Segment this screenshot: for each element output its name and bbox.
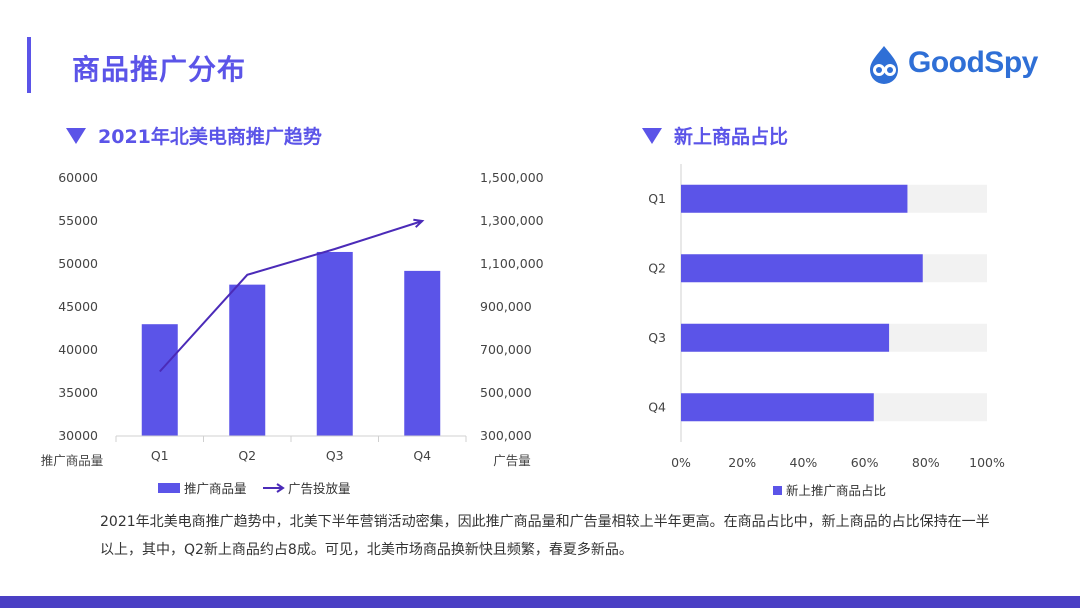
share-chart-title: 新上商品占比 (642, 122, 788, 149)
y-tick-label: Q1 (648, 191, 666, 206)
y-tick-label: 30000 (58, 428, 98, 443)
x-tick-label: Q1 (151, 448, 169, 463)
title-accent-bar (27, 37, 31, 93)
y2-tick-label: 300,000 (480, 428, 532, 443)
bar-q1 (141, 324, 178, 436)
y-tick-label: 40000 (58, 342, 98, 357)
y2-tick-label: 500,000 (480, 385, 532, 400)
y-tick-label: Q4 (648, 399, 666, 414)
legend-line-label: 广告投放量 (288, 481, 351, 496)
goodspy-logo-icon (870, 46, 898, 84)
y-tick-label: 55000 (58, 213, 98, 228)
y-axis-label: 推广商品量 (41, 453, 104, 468)
bottom-bar (0, 596, 1080, 608)
triangle-down-icon (642, 128, 662, 144)
x-tick-label: Q2 (238, 448, 256, 463)
y2-tick-label: 1,500,000 (480, 170, 544, 185)
bar-q3 (316, 251, 353, 436)
y-tick-label: 45000 (58, 299, 98, 314)
x-tick-label: Q3 (326, 448, 344, 463)
trend-chart-title-text: 2021年北美电商推广趋势 (98, 126, 322, 148)
bar-q4 (404, 270, 441, 436)
y-tick-label: Q2 (648, 260, 666, 275)
y-tick-label: 35000 (58, 385, 98, 400)
y2-axis-label: 广告量 (493, 453, 531, 468)
x-tick-label: Q4 (413, 448, 431, 463)
brand-name: GoodSpy (908, 46, 1038, 79)
legend-bar-label: 推广商品量 (184, 481, 247, 496)
share-chart-title-text: 新上商品占比 (674, 126, 789, 148)
triangle-down-icon (66, 128, 86, 144)
y-tick-label: Q3 (648, 330, 666, 345)
x-tick-label: 100% (969, 455, 1005, 470)
legend-bar-swatch (158, 483, 180, 493)
y-tick-label: 60000 (58, 170, 98, 185)
summary-text: 2021年北美电商推广趋势中，北美下半年营销活动密集，因此推广商品量和广告量相较… (100, 514, 990, 558)
legend-label: 新上推广商品占比 (786, 483, 886, 498)
x-tick-label: 60% (851, 455, 879, 470)
bar-q2 (681, 254, 923, 283)
legend-line-arrow (276, 483, 285, 493)
y2-tick-label: 1,100,000 (480, 256, 544, 271)
legend-swatch (773, 486, 782, 495)
x-tick-label: 40% (790, 455, 818, 470)
x-tick-label: 80% (912, 455, 940, 470)
bar-q3 (681, 323, 890, 352)
ad-volume-line (159, 220, 423, 373)
y2-tick-label: 900,000 (480, 299, 532, 314)
x-tick-label: 20% (728, 455, 756, 470)
bar-q1 (681, 184, 908, 213)
y2-tick-label: 700,000 (480, 342, 532, 357)
ad-volume-line-arrow (413, 218, 425, 228)
bar-q4 (681, 393, 874, 422)
y2-tick-label: 1,300,000 (480, 213, 544, 228)
x-tick-label: 0% (671, 455, 691, 470)
trend-chart-title: 2021年北美电商推广趋势 (66, 122, 322, 149)
y-tick-label: 50000 (58, 256, 98, 271)
bar-q2 (229, 284, 266, 436)
page-title: 商品推广分布 (72, 53, 247, 86)
brand-logo: GoodSpy (866, 44, 1046, 88)
